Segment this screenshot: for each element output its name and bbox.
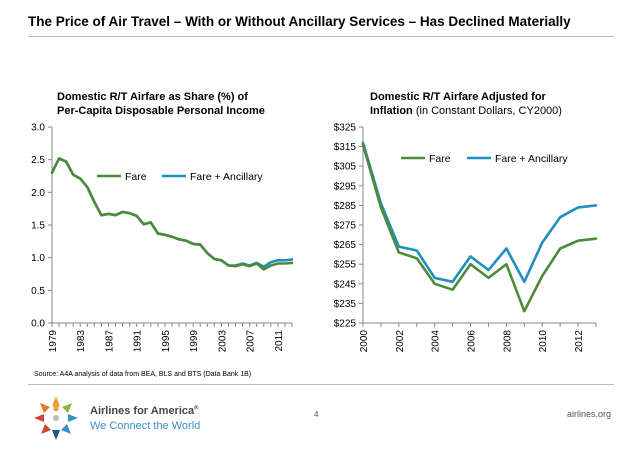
right-chart-x-tick-label: 2004 xyxy=(431,330,442,353)
website-link[interactable]: airlines.org xyxy=(567,409,612,419)
source-note: Source: A4A analysis of data from BEA, B… xyxy=(34,371,252,378)
left-chart-x-tick-label: 2003 xyxy=(217,330,228,353)
right-chart-series-fare-ancillary-line xyxy=(361,141,598,284)
right-chart-legend-label-fare-ancillary: Fare + Ancillary xyxy=(495,153,568,165)
left-chart-legend-label-fare-ancillary: Fare + Ancillary xyxy=(190,171,263,183)
right-chart-y-tick-label: $245 xyxy=(334,279,357,290)
right-chart-y-tick-label: $275 xyxy=(334,221,357,232)
left-chart-y-tick-label: 2.0 xyxy=(31,188,45,199)
title-divider xyxy=(28,36,614,37)
right-chart-y-tick-label: $235 xyxy=(334,299,357,310)
left-chart-x-tick-label: 1979 xyxy=(48,330,59,353)
left-chart-y-tick-label: 3.0 xyxy=(31,123,45,134)
right-chart-y-tick-label: $315 xyxy=(334,142,357,153)
right-chart-x-tick-label: 2010 xyxy=(538,330,549,353)
registered-mark: ® xyxy=(194,405,199,412)
right-chart-y-tick-label: $255 xyxy=(334,260,357,271)
right-chart-title: Domestic R/T Airfare Adjusted for Inflat… xyxy=(370,90,562,118)
right-chart-legend-label-fare: Fare xyxy=(429,153,451,165)
left-chart-y-tick-label: 2.5 xyxy=(31,155,45,166)
right-chart-title-line1: Domestic R/T Airfare Adjusted for xyxy=(370,91,546,103)
right-chart-y-tick-label: $265 xyxy=(334,240,357,251)
brand-name: Airlines for America® xyxy=(90,405,199,417)
left-chart-x-tick-label: 2007 xyxy=(246,330,257,353)
left-chart-x-tick-label: 1995 xyxy=(161,330,172,353)
left-chart-y-tick-label: 0.0 xyxy=(31,319,45,330)
footer-divider xyxy=(28,384,614,385)
left-chart-x-tick-label: 1999 xyxy=(189,330,200,353)
right-chart-x-tick-label: 2000 xyxy=(359,330,370,353)
right-chart-title-bold: Inflation xyxy=(370,105,413,117)
left-chart-y-tick-label: 0.5 xyxy=(31,286,45,297)
left-chart-y-tick-label: 1.5 xyxy=(31,221,45,232)
airlines-for-america-logo-icon xyxy=(34,396,78,440)
left-chart-series-fare-line xyxy=(50,157,294,271)
left-chart-x-tick-label: 1983 xyxy=(76,330,87,353)
right-chart-x-tick-label: 2008 xyxy=(502,330,513,353)
left-chart-x-tick-label: 2011 xyxy=(274,330,285,352)
right-chart-y-tick-label: $305 xyxy=(334,162,357,173)
left-chart-x-tick-label: 1991 xyxy=(133,330,144,353)
brand-tagline: We Connect the World xyxy=(90,420,201,432)
right-chart-title-plain: (in Constant Dollars, CY2000) xyxy=(412,105,562,117)
right-chart-y-tick-label: $325 xyxy=(334,123,357,134)
right-chart-series-fare-line xyxy=(361,143,598,313)
slide-title: The Price of Air Travel – With or Withou… xyxy=(28,14,571,29)
left-chart-y-tick-label: 1.0 xyxy=(31,253,45,264)
left-chart-title-line2: Per-Capita Disposable Personal Income xyxy=(57,105,265,117)
right-chart-title-line2: Inflation (in Constant Dollars, CY2000) xyxy=(370,104,562,118)
left-chart-legend-label-fare: Fare xyxy=(125,171,147,183)
right-chart-x-tick-label: 2002 xyxy=(395,330,406,353)
page-number: 4 xyxy=(314,410,319,419)
right-chart-y-tick-label: $225 xyxy=(334,319,357,330)
right-chart-y-tick-label: $295 xyxy=(334,181,357,192)
right-chart-y-tick-label: $285 xyxy=(334,201,357,212)
left-chart-title: Domestic R/T Airfare as Share (%) of Per… xyxy=(57,90,265,118)
left-chart-x-tick-label: 1987 xyxy=(104,330,115,353)
right-chart-x-tick-label: 2006 xyxy=(467,330,478,353)
left-chart-title-line1: Domestic R/T Airfare as Share (%) of xyxy=(57,91,248,103)
right-chart-x-tick-label: 2012 xyxy=(574,330,585,353)
